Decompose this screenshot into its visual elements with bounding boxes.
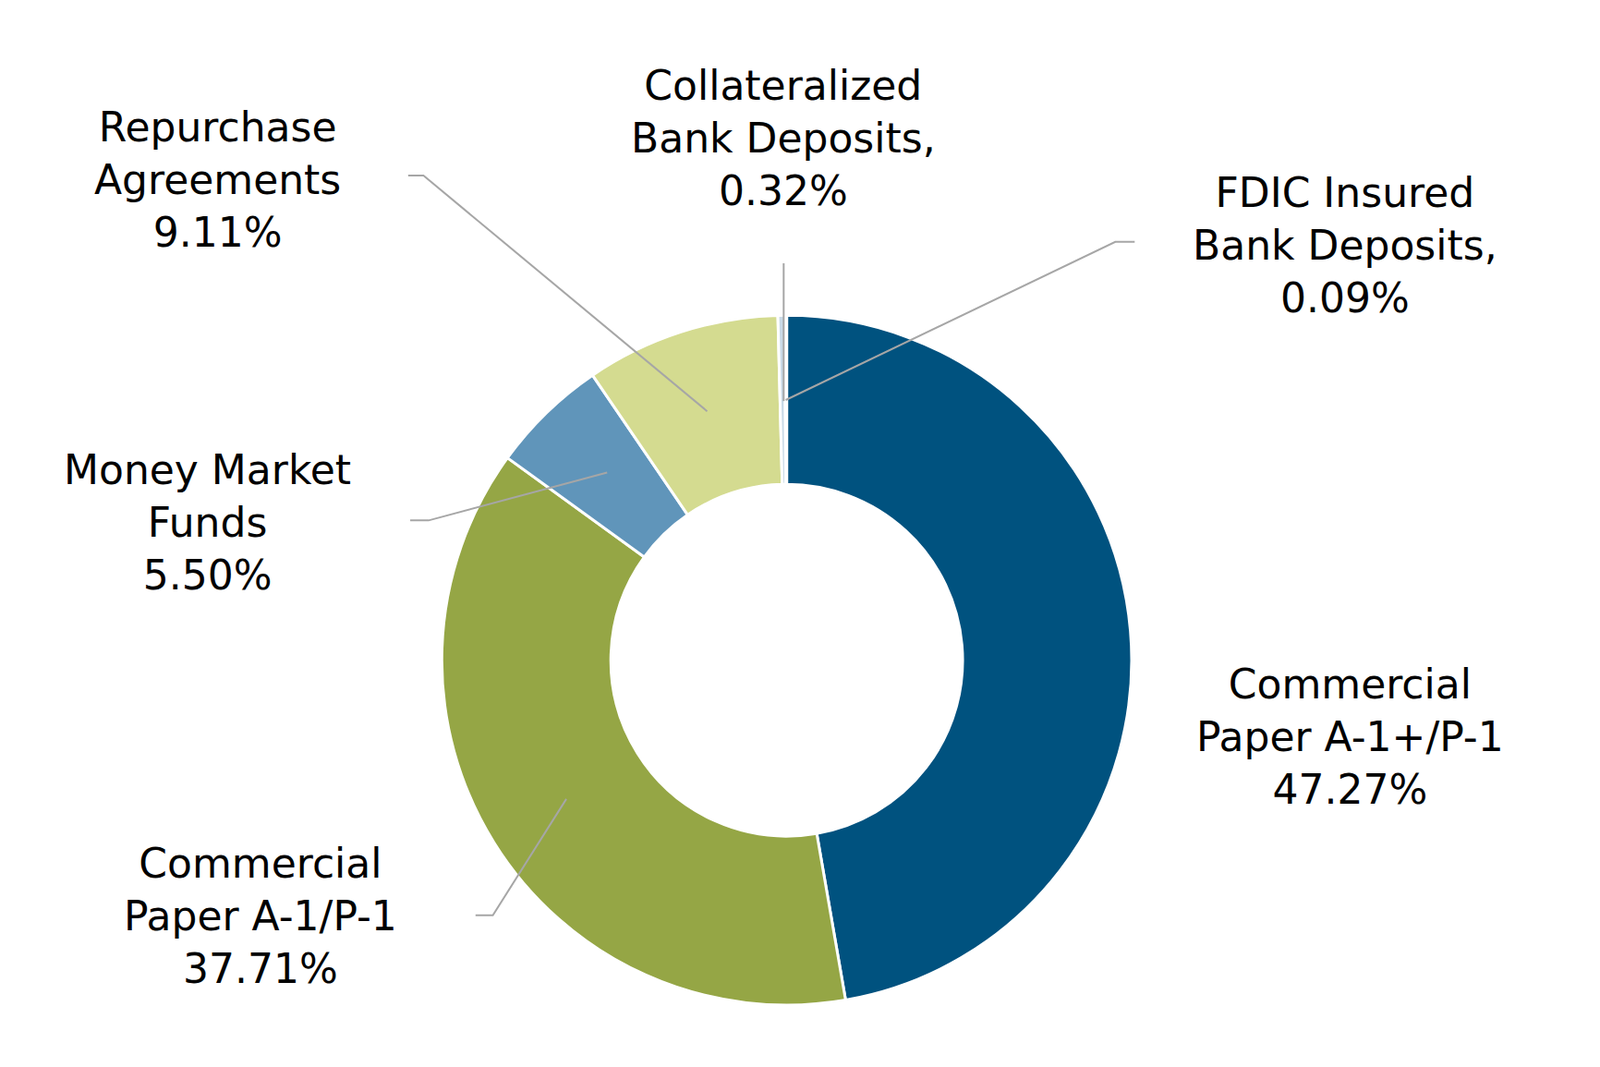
svg-text:RepurchaseAgreements9.11%: RepurchaseAgreements9.11%: [94, 103, 341, 256]
svg-text:FDIC InsuredBank Deposits,0.09: FDIC InsuredBank Deposits,0.09%: [1192, 169, 1498, 322]
svg-text:CollateralizedBank Deposits,0.: CollateralizedBank Deposits,0.32%: [630, 61, 936, 215]
svg-text:CommercialPaper A-1/P-137.71%: CommercialPaper A-1/P-137.71%: [123, 839, 398, 993]
svg-text:CommercialPaper A-1+/P-147.27%: CommercialPaper A-1+/P-147.27%: [1196, 660, 1504, 813]
svg-text:Money MarketFunds5.50%: Money MarketFunds5.50%: [63, 446, 352, 599]
